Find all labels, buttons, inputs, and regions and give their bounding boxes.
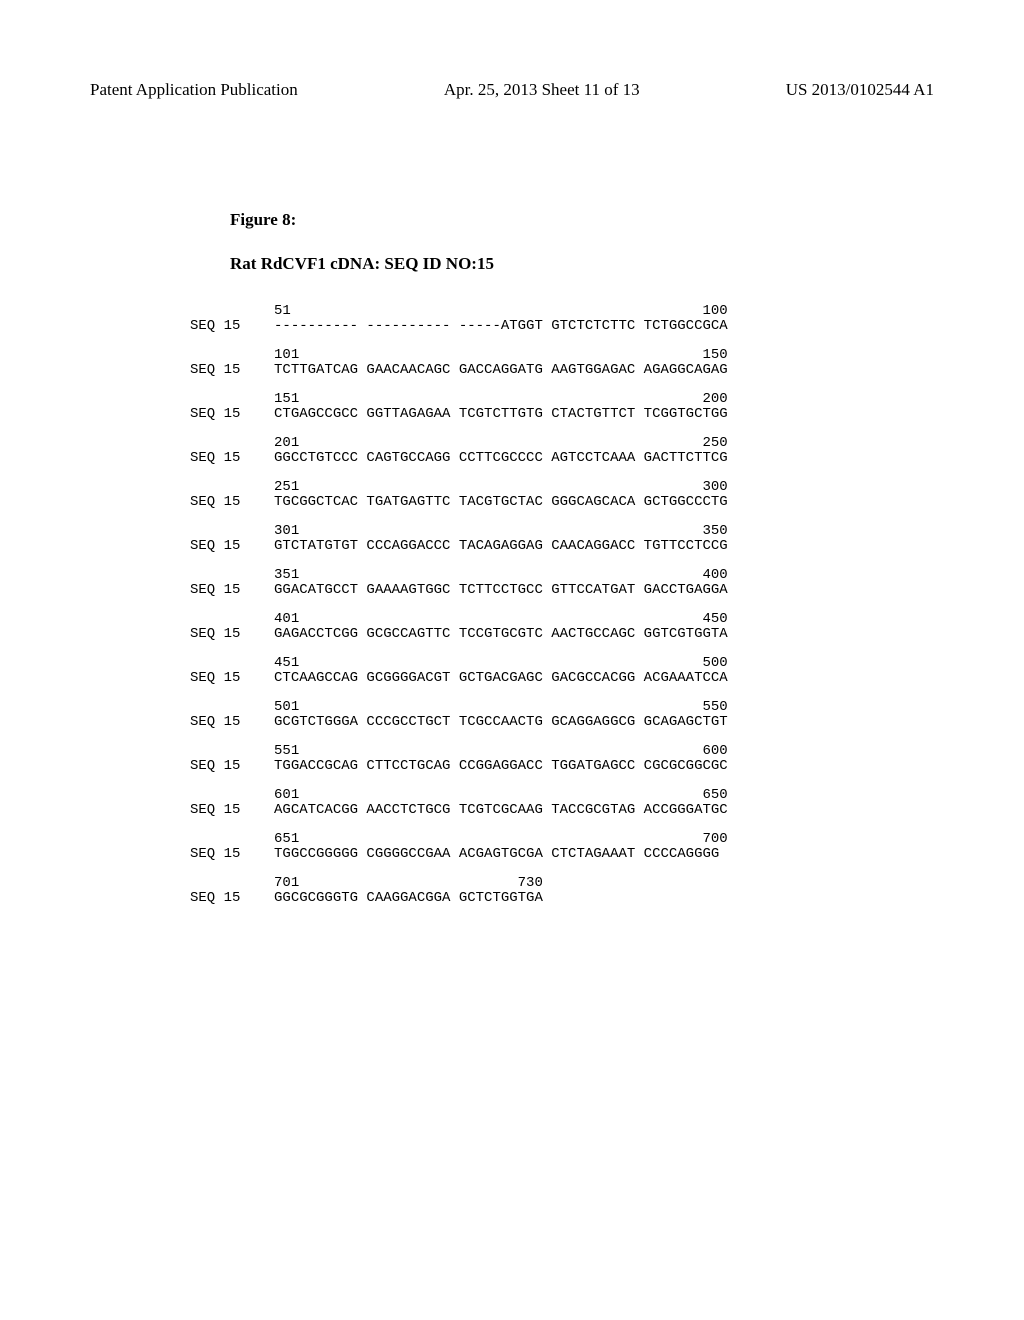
seq-data-row: SEQ 15 AGCATCACGG AACCTCTGCG TCGTCGCAAG … — [190, 803, 934, 817]
seq-position-row: 401 450 — [190, 612, 934, 626]
figure-label: Figure 8: — [230, 210, 934, 230]
seq-data-row: SEQ 15 TGCGGCTCAC TGATGAGTTC TACGTGCTAC … — [190, 495, 934, 509]
seq-data-row: SEQ 15 TGGCCGGGGG CGGGGCCGAA ACGAGTGCGA … — [190, 847, 934, 861]
seq-position-row: 151 200 — [190, 392, 934, 406]
header-row: Patent Application Publication Apr. 25, … — [90, 80, 934, 100]
seq-data-row: SEQ 15 GCGTCTGGGA CCCGCCTGCT TCGCCAACTG … — [190, 715, 934, 729]
seq-block: 301 350SEQ 15 GTCTATGTGT CCCAGGACCC TACA… — [190, 524, 934, 553]
seq-position-row: 51 100 — [190, 304, 934, 318]
seq-position-row: 101 150 — [190, 348, 934, 362]
seq-position-row: 301 350 — [190, 524, 934, 538]
seq-block: 501 550SEQ 15 GCGTCTGGGA CCCGCCTGCT TCGC… — [190, 700, 934, 729]
seq-position-row: 601 650 — [190, 788, 934, 802]
seq-data-row: SEQ 15 GGCCTGTCCC CAGTGCCAGG CCTTCGCCCC … — [190, 451, 934, 465]
seq-block: 401 450SEQ 15 GAGACCTCGG GCGCCAGTTC TCCG… — [190, 612, 934, 641]
seq-block: 151 200SEQ 15 CTGAGCCGCC GGTTAGAGAA TCGT… — [190, 392, 934, 421]
seq-data-row: SEQ 15 ---------- ---------- -----ATGGT … — [190, 319, 934, 333]
seq-block: 701 730SEQ 15 GGCGCGGGTG CAAGGACGGA GCTC… — [190, 876, 934, 905]
header-center: Apr. 25, 2013 Sheet 11 of 13 — [444, 80, 640, 100]
seq-data-row: SEQ 15 GTCTATGTGT CCCAGGACCC TACAGAGGAG … — [190, 539, 934, 553]
seq-block: 551 600SEQ 15 TGGACCGCAG CTTCCTGCAG CCGG… — [190, 744, 934, 773]
seq-data-row: SEQ 15 TCTTGATCAG GAACAACAGC GACCAGGATG … — [190, 363, 934, 377]
seq-position-row: 651 700 — [190, 832, 934, 846]
seq-block: 451 500SEQ 15 CTCAAGCCAG GCGGGGACGT GCTG… — [190, 656, 934, 685]
seq-block: 101 150SEQ 15 TCTTGATCAG GAACAACAGC GACC… — [190, 348, 934, 377]
seq-position-row: 501 550 — [190, 700, 934, 714]
header-left: Patent Application Publication — [90, 80, 298, 100]
seq-data-row: SEQ 15 GGCGCGGGTG CAAGGACGGA GCTCTGGTGA — [190, 891, 934, 905]
seq-position-row: 551 600 — [190, 744, 934, 758]
seq-data-row: SEQ 15 GGACATGCCT GAAAAGTGGC TCTTCCTGCC … — [190, 583, 934, 597]
seq-data-row: SEQ 15 TGGACCGCAG CTTCCTGCAG CCGGAGGACC … — [190, 759, 934, 773]
seq-position-row: 251 300 — [190, 480, 934, 494]
sequence-title: Rat RdCVF1 cDNA: SEQ ID NO:15 — [230, 254, 934, 274]
seq-block: 351 400SEQ 15 GGACATGCCT GAAAAGTGGC TCTT… — [190, 568, 934, 597]
seq-position-row: 451 500 — [190, 656, 934, 670]
seq-block: 651 700SEQ 15 TGGCCGGGGG CGGGGCCGAA ACGA… — [190, 832, 934, 861]
seq-block: 201 250SEQ 15 GGCCTGTCCC CAGTGCCAGG CCTT… — [190, 436, 934, 465]
page-container: Patent Application Publication Apr. 25, … — [0, 0, 1024, 980]
seq-block: 601 650SEQ 15 AGCATCACGG AACCTCTGCG TCGT… — [190, 788, 934, 817]
seq-data-row: SEQ 15 CTGAGCCGCC GGTTAGAGAA TCGTCTTGTG … — [190, 407, 934, 421]
seq-block: 51 100SEQ 15 ---------- ---------- -----… — [190, 304, 934, 333]
header-right: US 2013/0102544 A1 — [786, 80, 934, 100]
seq-block: 251 300SEQ 15 TGCGGCTCAC TGATGAGTTC TACG… — [190, 480, 934, 509]
seq-data-row: SEQ 15 GAGACCTCGG GCGCCAGTTC TCCGTGCGTC … — [190, 627, 934, 641]
seq-position-row: 351 400 — [190, 568, 934, 582]
seq-position-row: 201 250 — [190, 436, 934, 450]
seq-position-row: 701 730 — [190, 876, 934, 890]
seq-data-row: SEQ 15 CTCAAGCCAG GCGGGGACGT GCTGACGAGC … — [190, 671, 934, 685]
sequence-container: 51 100SEQ 15 ---------- ---------- -----… — [190, 304, 934, 905]
